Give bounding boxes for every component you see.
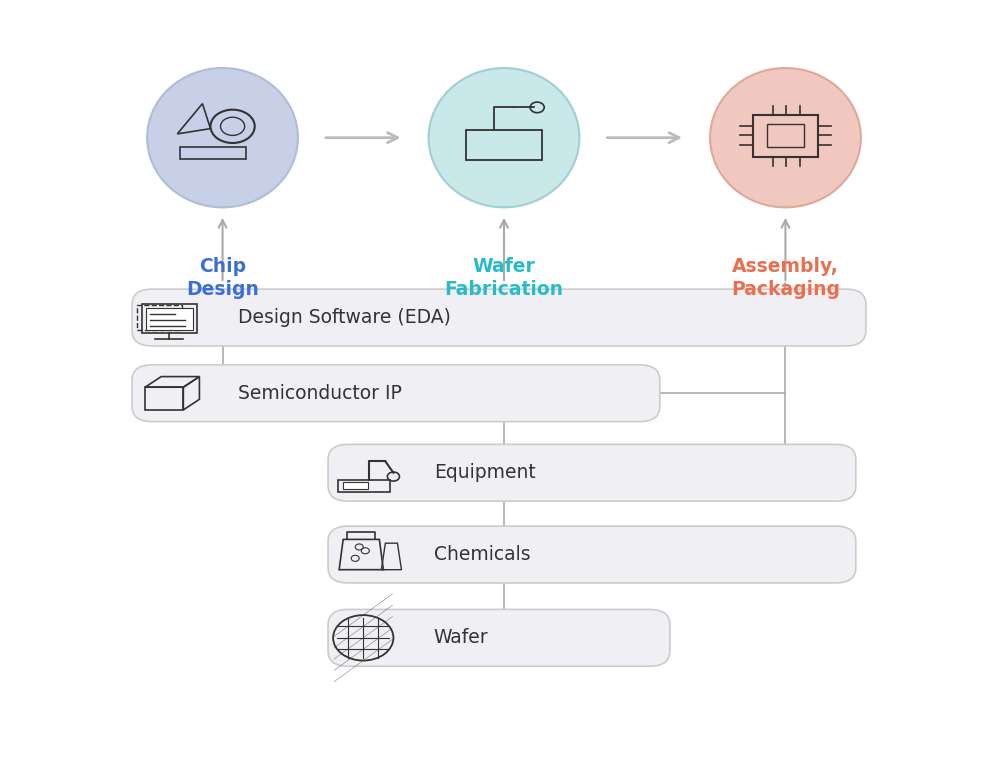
Bar (767, 124, 803, 147)
FancyBboxPatch shape (132, 289, 866, 346)
Text: Chip
Design: Chip Design (186, 257, 259, 299)
Text: Equipment: Equipment (433, 464, 535, 483)
Text: Wafer: Wafer (433, 629, 488, 648)
Ellipse shape (428, 68, 580, 207)
Bar (753, 115, 817, 157)
FancyBboxPatch shape (328, 445, 856, 501)
Text: Design Software (EDA): Design Software (EDA) (238, 308, 451, 327)
Text: Semiconductor IP: Semiconductor IP (238, 384, 401, 403)
Bar (137, 305, 182, 331)
Bar (146, 309, 194, 330)
Text: Chemicals: Chemicals (433, 545, 530, 564)
Ellipse shape (147, 68, 298, 207)
Ellipse shape (710, 68, 861, 207)
FancyBboxPatch shape (132, 365, 660, 422)
Bar (180, 147, 246, 159)
Bar (338, 480, 390, 492)
Bar (145, 387, 183, 410)
Text: Wafer
Fabrication: Wafer Fabrication (445, 257, 563, 299)
Bar (466, 130, 542, 160)
Bar (343, 482, 368, 489)
FancyBboxPatch shape (328, 526, 856, 583)
Text: Assembly,
Packaging: Assembly, Packaging (731, 257, 840, 299)
Bar (142, 304, 198, 333)
FancyBboxPatch shape (328, 610, 670, 667)
